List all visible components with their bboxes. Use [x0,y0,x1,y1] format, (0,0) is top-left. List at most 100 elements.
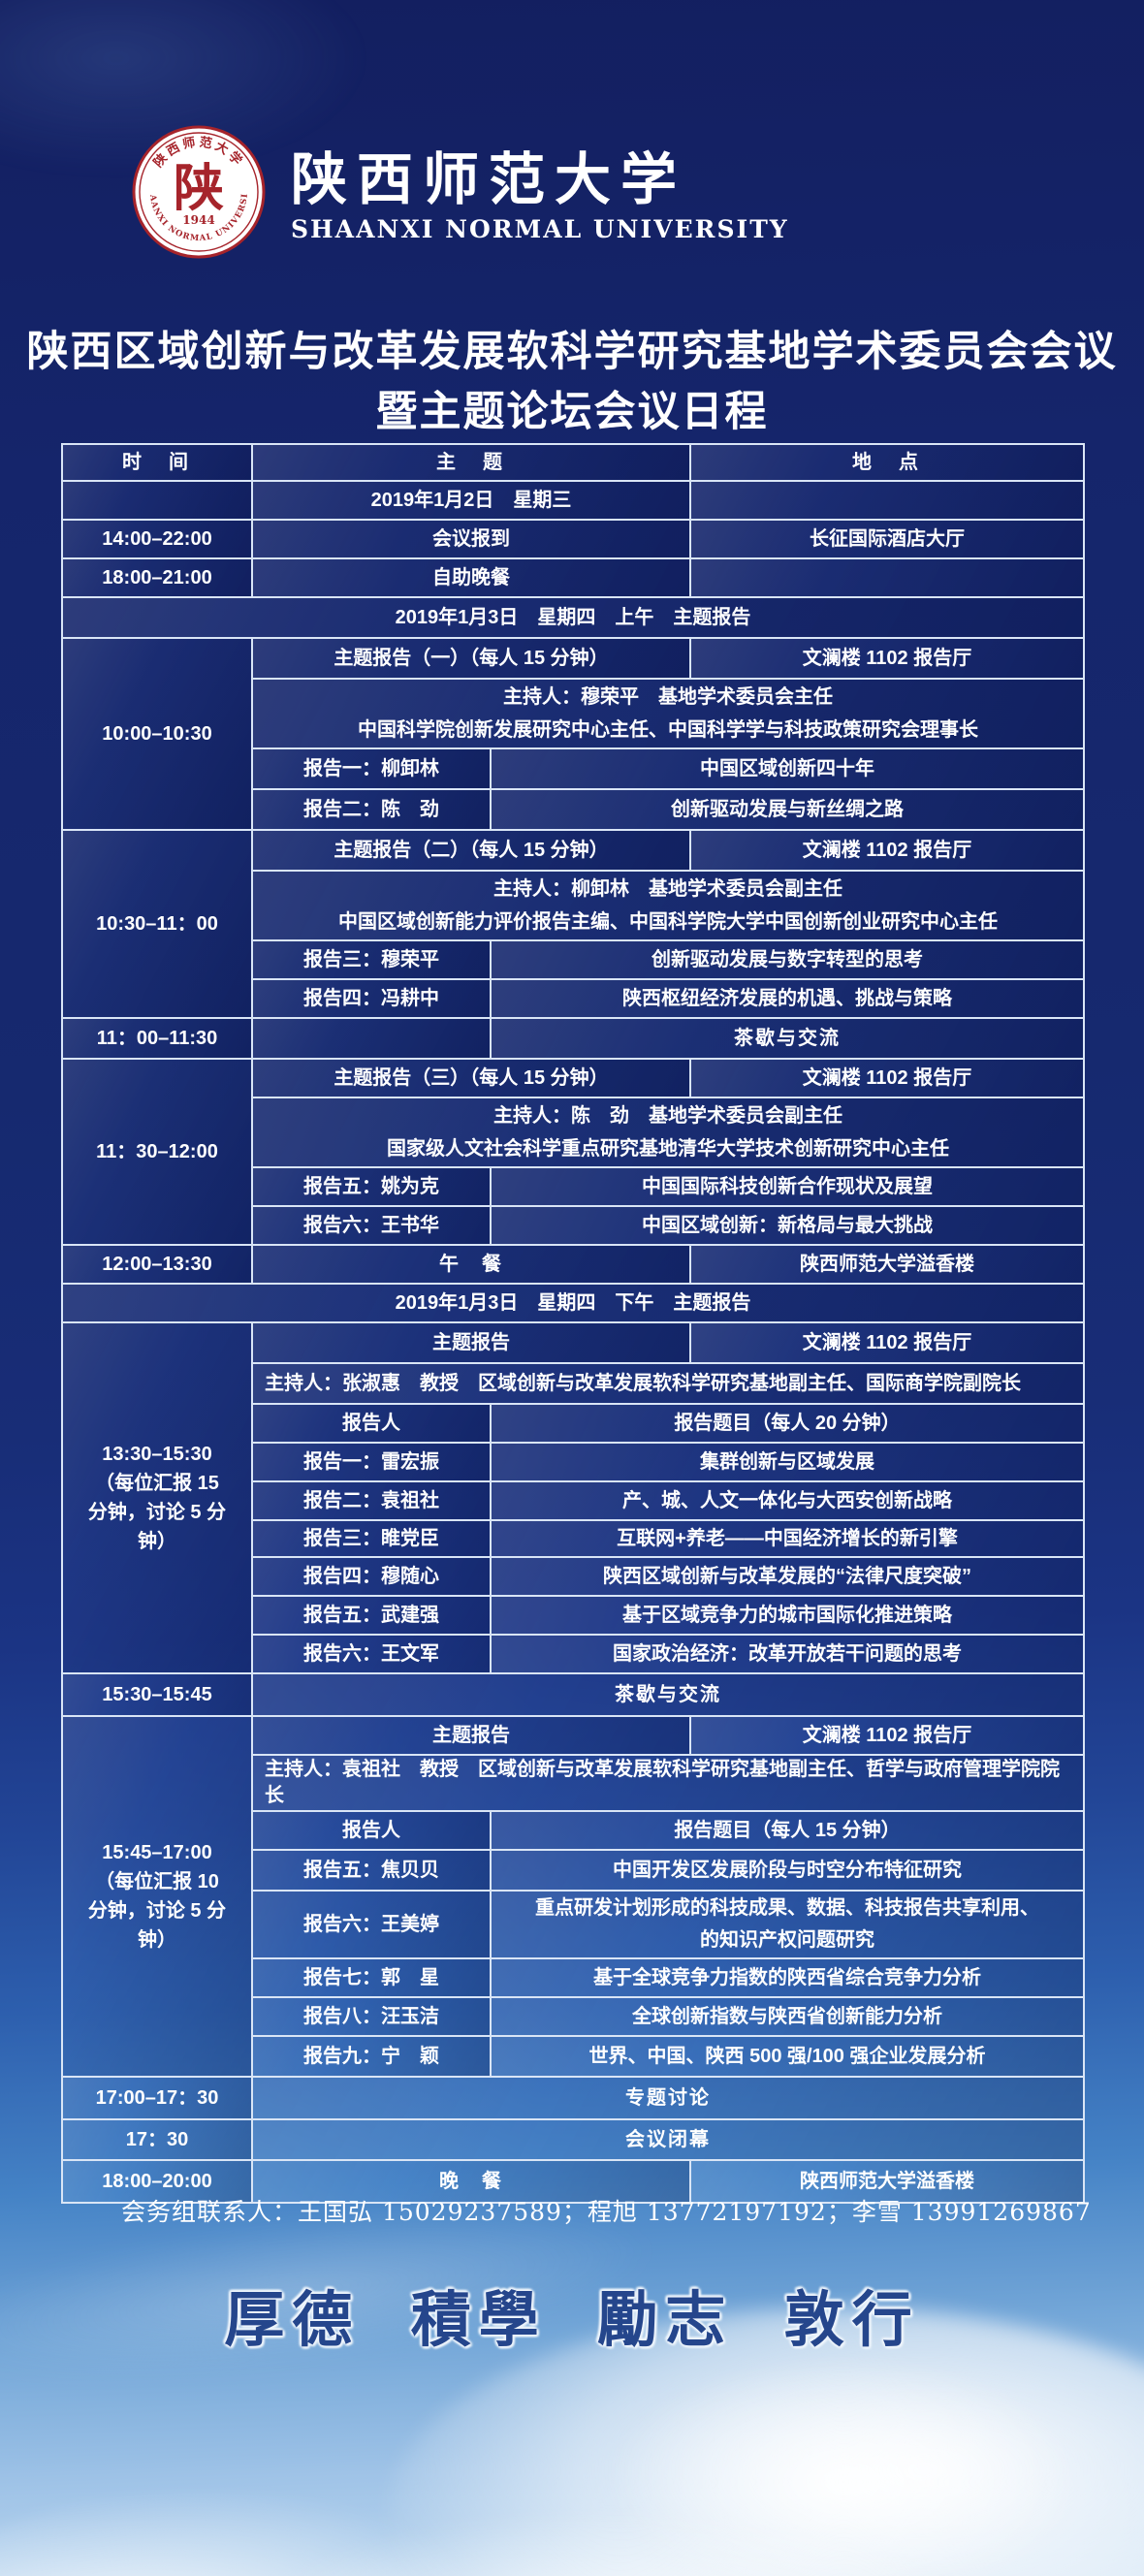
report-title-cell: 全球创新指数与陕西省创新能力分析 [490,1996,1085,2037]
speaker-cell: 报告九：宁 颖 [251,2035,492,2078]
moderator-cell: 主持人：陈 劲 基地学术委员会副主任 国家级人文社会科学重点研究基地清华大学技术创… [251,1097,1085,1168]
table-row: 报告九：宁 颖世界、中国、陕西 500 强/100 强企业发展分析 [62,2035,1085,2078]
report-title-cell: 基于全球竞争力指数的陕西省综合竞争力分析 [490,1957,1085,1998]
venue-cell: 文澜楼 1102 报告厅 [689,1321,1085,1364]
report-title-cell: 国家政治经济：改革开放若干问题的思考 [490,1634,1085,1674]
session-title-cell: 会议报到 [251,519,691,559]
table-row: 主持人：穆荣平 基地学术委员会主任中国科学院创新发展研究中心主任、中国科学学与科… [62,678,1085,749]
table-row: 报告三：穆荣平 创新驱动发展与数字转型的思考 [62,939,1085,980]
time-cell: 10:30–11：00 [61,829,253,1019]
motto-word-3: 勵志 [597,2284,734,2355]
table-row: 18:00–20:00 晚 餐陕西师范大学溢香楼 [61,2159,1085,2204]
time-cell: 18:00–21:00 [61,557,253,598]
meal-cell: 晚 餐 [251,2159,691,2204]
cell-line: 13:30–15:30 [102,1444,212,1465]
time-cell: 18:00–20:00 [61,2159,253,2204]
report-title-cell: 重点研发计划形成的科技成果、数据、科技报告共享利用、 的知识产权问题研究 [490,1890,1085,1959]
cell-line: 的知识产权问题研究 [700,1929,874,1951]
speaker-cell: 报告七：郭 星 [251,1957,492,1998]
people-header-cell: 报告题目（每人 20 分钟） [490,1403,1085,1444]
university-logo: 陕西师范大学 SHAANXI NORMAL UNIVERSITY 陕 1944 [131,124,266,259]
venue-cell: 陕西师范大学溢香楼 [689,2159,1085,2204]
table-row: 12:00–13:30 午 餐陕西师范大学溢香楼 [61,1244,1085,1285]
agenda-table: 时 间主 题地 点 2019年1月2日 星期三 14:00–22:00 会议报到 长征国… [61,443,1085,2204]
report-title-cell: 中国国际科技创新合作现状及展望 [490,1166,1085,1207]
time-cell: 17：30 [61,2118,253,2161]
report-title-cell: 陕西区域创新与改革发展的“法律尺度突破” [490,1556,1085,1597]
cell-line: 主持人：柳卸林 基地学术委员会副主任 [493,878,842,900]
time-cell: 10:00–10:30 [61,637,253,831]
logo-seal-character: 陕 [174,159,224,218]
table-row: 报告五：姚为克 中国国际科技创新合作现状及展望 [62,1166,1085,1207]
speaker-cell: 报告一：雷宏振 [251,1442,492,1482]
empty-cell [689,480,1085,521]
cell-line: 15:45–17:00 [102,1842,212,1863]
cell-line: （每位汇报 15 [95,1473,219,1494]
table-row: 报告五：焦贝贝 中国开发区发展阶段与时空分布特征研究 [62,1849,1085,1892]
report-title-cell: 产、城、人文一体化与大西安创新战略 [490,1480,1085,1521]
session-title-cell: 主题报告 [251,1321,691,1364]
cell-line: 中国区域创新能力评价报告主编、中国科学院大学中国创新创业研究中心主任 [338,911,998,933]
table-row: 报告七：郭 星基于全球竞争力指数的陕西省综合竞争力分析 [62,1957,1085,1998]
meal-cell: 午 餐 [251,1244,691,1285]
time-cell: 15:45–17:00 （每位汇报 10 分钟，讨论 5 分钟） [61,1715,253,2078]
session-title-cell: 主题报告 [251,1715,691,1756]
table-row: 报告四：穆随心 陕西区域创新与改革发展的“法律尺度突破” [62,1556,1085,1597]
break-cell: 会议闭幕 [251,2118,1085,2161]
venue-cell: 陕西师范大学溢香楼 [689,1244,1085,1285]
report-title-cell: 中国区域创新：新格局与最大挑战 [490,1205,1085,1246]
time-cell: 11：00–11:30 [61,1017,253,1060]
table-row: 报告一：柳卸林 中国区域创新四十年 [62,747,1085,790]
day-banner-cell: 2019年1月3日 星期四 下午 主题报告 [61,1283,1085,1323]
poster-title-line1: 陕西区域创新与改革发展软科学研究基地学术委员会会议 [26,329,1118,375]
people-header-cell: 报告人 [251,1403,492,1444]
logo-founding-year: 1944 [182,213,214,227]
table-row: 10:00–10:30 主题报告（一）（每人 15 分钟） 文澜楼 1102 报告厅 [61,637,1085,831]
moderator-cell: 主持人：穆荣平 基地学术委员会主任中国科学院创新发展研究中心主任、中国科学学与科… [251,678,1085,749]
people-header-cell: 报告人 [251,1810,492,1851]
report-title-cell: 创新驱动发展与新丝绸之路 [490,788,1085,831]
table-row: 18:00–21:00 自助晚餐 [61,557,1085,598]
logo-inner-ring [139,132,259,252]
motto-word-1: 厚德 [224,2284,361,2355]
poster-title-line2: 暨主题论坛会议日程 [375,389,769,435]
cell-line: 中国科学院创新发展研究中心主任、中国科学学与科技政策研究会理事长 [358,719,978,741]
speaker-cell: 报告二：袁祖社 [251,1480,492,1521]
table-row: 报告五：武建强 基于区域竞争力的城市国际化推进策略 [62,1595,1085,1636]
column-header-cell: 主 题 [251,443,691,482]
table-row: 2019年1月2日 星期三 [61,480,1085,521]
time-cell: 13:30–15:30 （每位汇报 15 分钟，讨论 5 分钟） [61,1321,253,1674]
motto-word-4: 敦行 [783,2284,920,2355]
time-cell: 11：30–12:00 [61,1058,253,1246]
cell-line: 钟） [138,1929,176,1951]
session-title-cell: 主题报告（一）（每人 15 分钟） [251,637,691,680]
motto-word-2: 積學 [410,2284,547,2355]
speaker-cell: 报告六：王文军 [251,1634,492,1674]
table-row: 时 间主 题地 点 [61,443,1085,482]
report-title-cell: 集群创新与区域发展 [490,1442,1085,1482]
table-row: 报告六：王书华 中国区域创新：新格局与最大挑战 [62,1205,1085,1246]
table-row: 报告三：睢党臣 互联网+养老——中国经济增长的新引擎 [62,1519,1085,1558]
report-title-cell: 中国区域创新四十年 [490,747,1085,790]
speaker-cell: 报告六：王美婷 [251,1890,492,1959]
venue-cell: 文澜楼 1102 报告厅 [689,1058,1085,1098]
empty-cell [251,1017,492,1060]
table-row: 报告人 报告题目（每人 20 分钟） [62,1403,1085,1444]
table-row: 报告一：雷宏振 集群创新与区域发展 [62,1442,1085,1482]
empty-cell [689,557,1085,598]
report-title-cell: 创新驱动发展与数字转型的思考 [490,939,1085,980]
column-header-cell: 时 间 [61,443,253,482]
table-row: 报告六：王美婷 重点研发计划形成的科技成果、数据、科技报告共享利用、 的知识产权问题… [62,1890,1085,1959]
speaker-cell: 报告八：汪玉洁 [251,1996,492,2037]
logo-outer-ring [132,125,266,259]
table-row: 报告二：陈 劲创新驱动发展与新丝绸之路 [62,788,1085,831]
table-row: 13:30–15:30 （每位汇报 15 分钟，讨论 5 分钟） 主题报告 文澜楼 11… [61,1321,1085,1674]
venue-cell: 文澜楼 1102 报告厅 [689,1715,1085,1756]
cell-line: 主持人：穆荣平 基地学术委员会主任 [503,686,833,708]
speaker-cell: 报告二：陈 劲 [251,788,492,831]
table-row: 报告人 报告题目（每人 15 分钟） [62,1810,1085,1851]
table-row: 报告六：王文军 国家政治经济：改革开放若干问题的思考 [62,1634,1085,1674]
day-banner-cell: 2019年1月3日 星期四 上午 主题报告 [61,596,1085,639]
contact-line: 会务组联系人：王国弘 15029237589；程旭 13772197192；李雪… [121,2198,1092,2226]
